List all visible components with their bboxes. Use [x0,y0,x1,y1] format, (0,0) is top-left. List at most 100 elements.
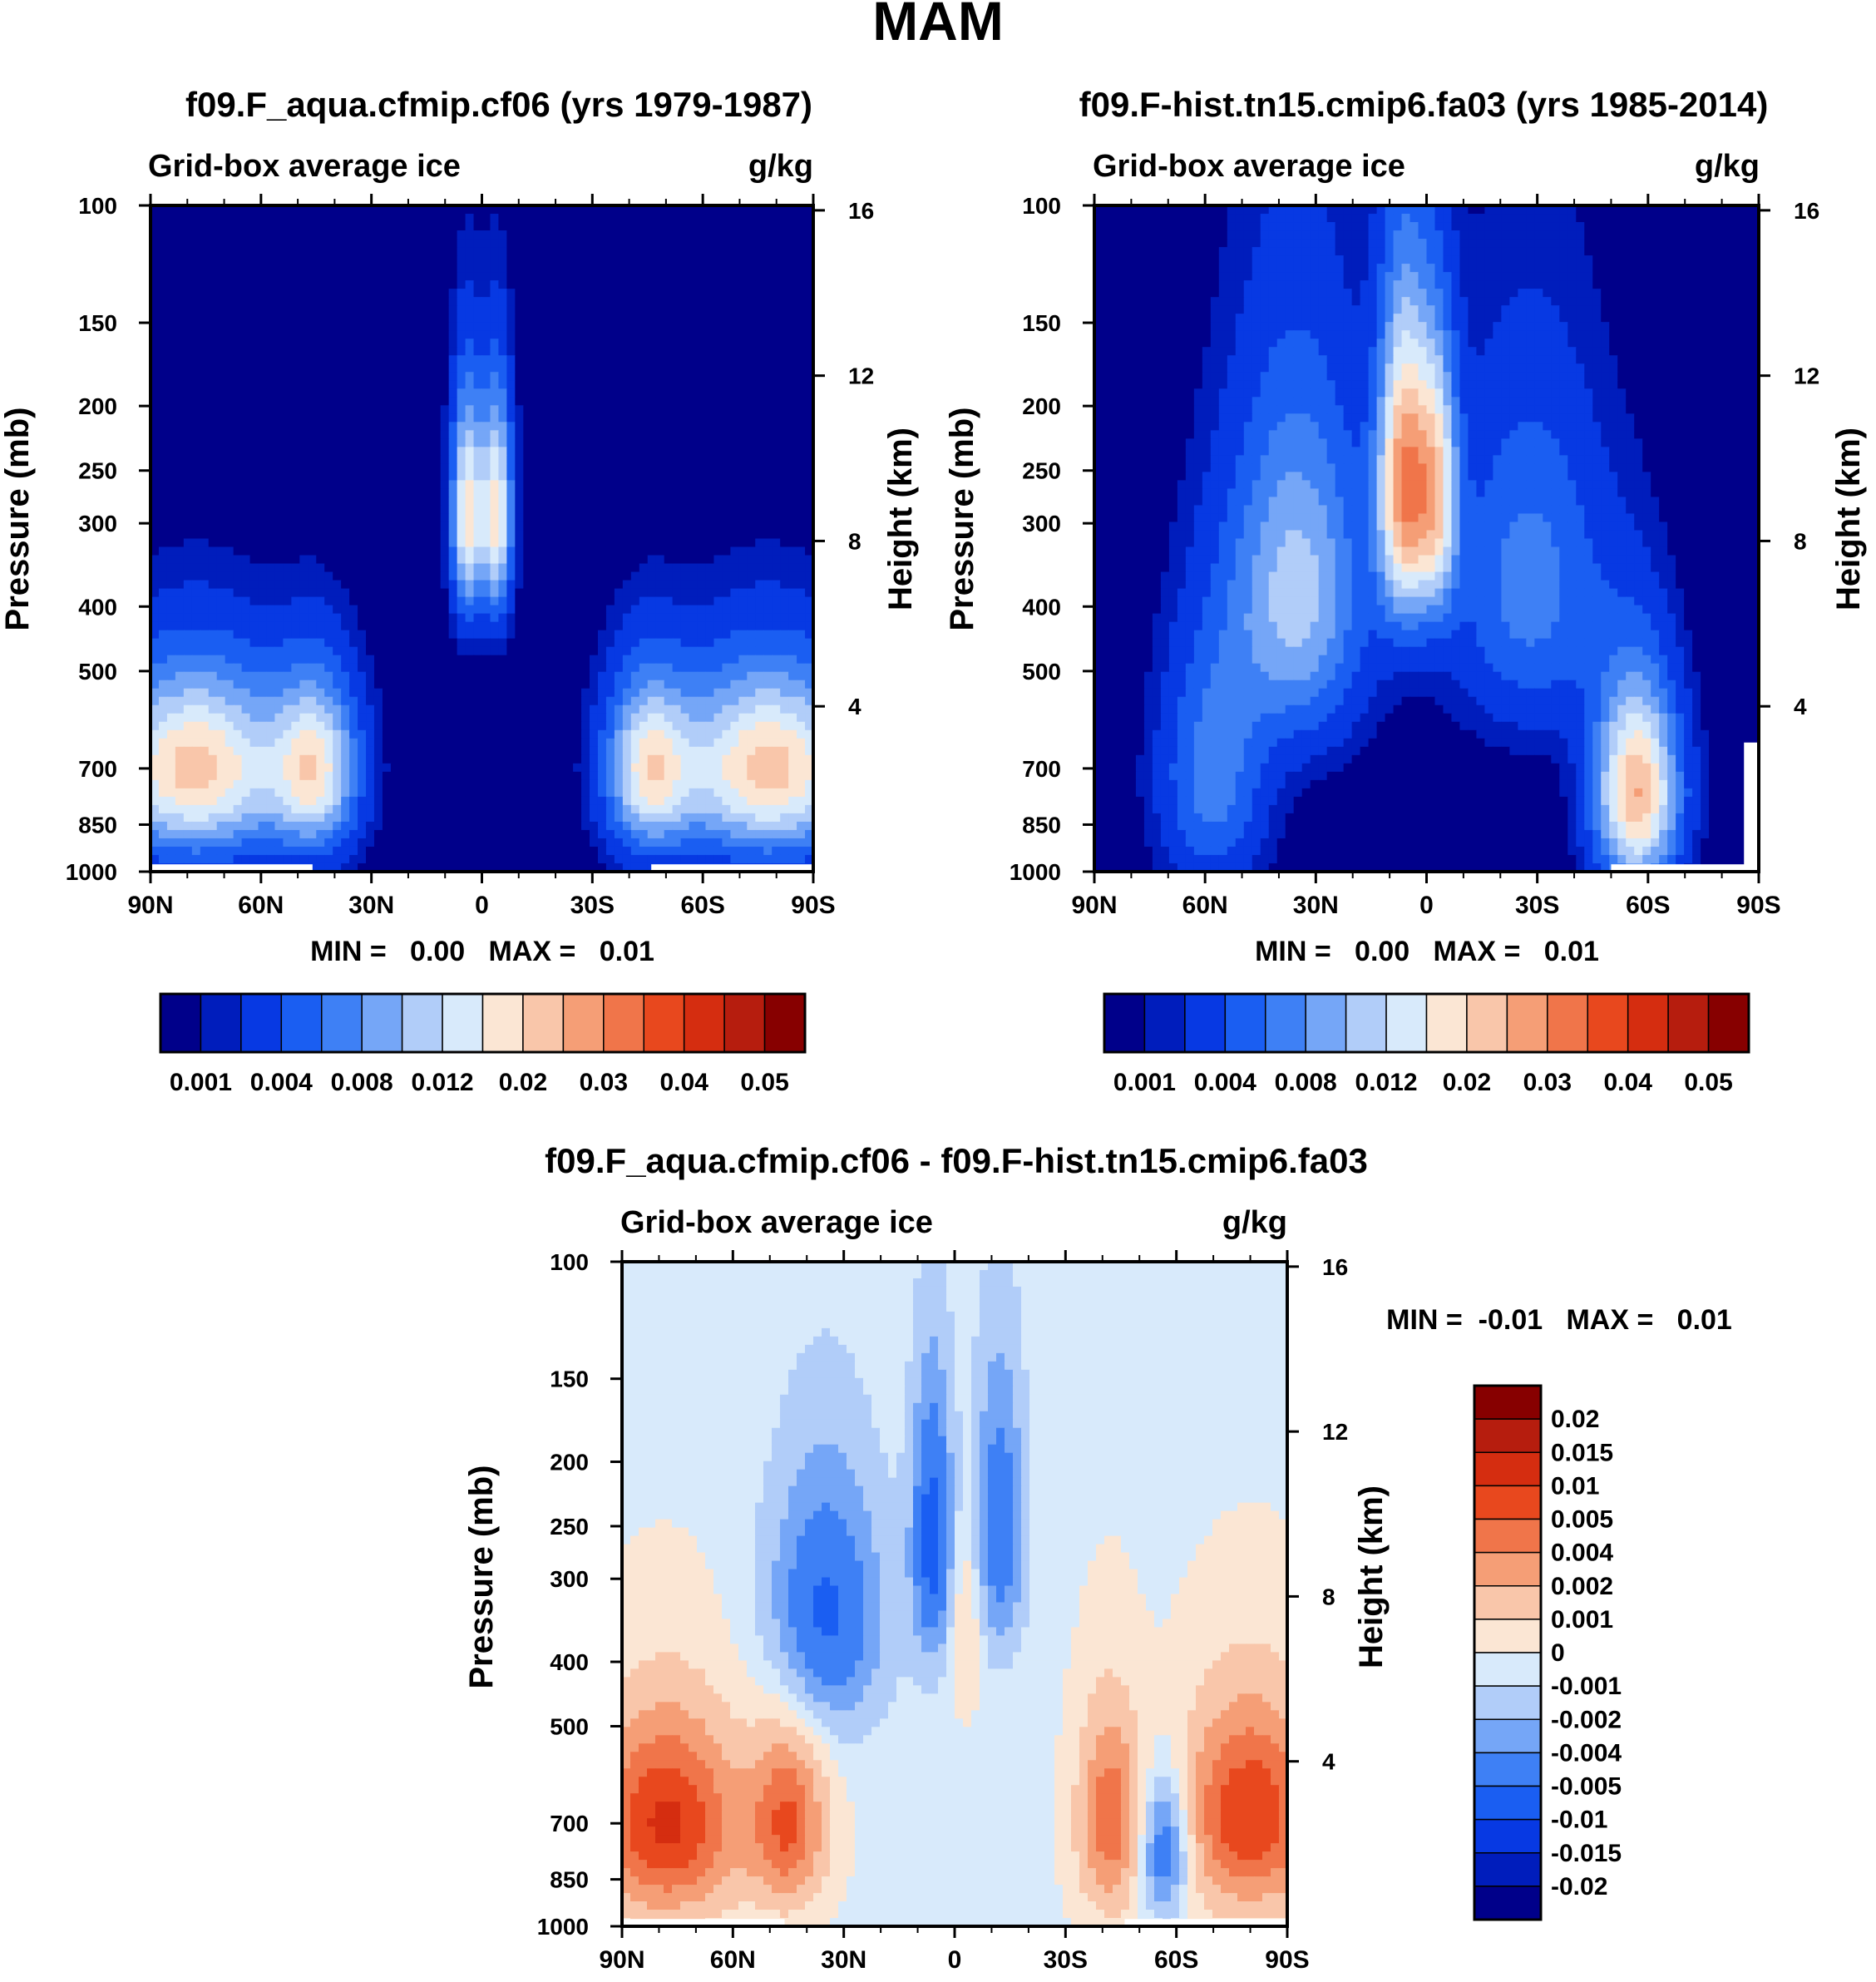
field-cell [233,546,243,556]
field-cell [722,696,731,706]
field-cell [573,297,582,306]
field-cell [324,663,333,673]
field-cell [664,497,674,507]
field-cell [241,497,251,507]
field-cell [755,538,764,548]
field-cell [241,247,251,256]
field-cell [440,538,450,548]
field-cell [565,422,574,431]
field-cell [630,713,640,723]
field-cell [423,405,433,414]
field-cell [780,305,789,314]
field-cell [358,247,367,256]
field-cell [407,638,417,648]
field-cell [175,463,185,472]
field-cell [473,455,483,464]
field-cell [515,588,524,598]
field-cell [341,505,350,515]
field-cell [191,480,201,490]
field-cell [780,663,789,673]
field-cell [630,580,640,590]
field-cell [630,347,640,356]
field-cell [457,422,467,431]
field-cell [788,671,797,681]
field-cell [457,488,467,498]
field-cell [622,205,632,215]
field-cell [705,230,715,240]
field-cell [274,214,284,223]
field-cell [540,613,549,623]
field-cell [639,613,649,623]
field-cell [333,314,342,323]
field-cell [440,339,450,348]
field-cell [780,563,789,573]
field-cell [590,497,599,507]
field-cell [515,555,524,565]
field-cell [358,721,367,731]
field-cell [780,580,789,590]
field-cell [730,463,739,472]
field-cell [581,505,590,515]
field-cell [639,663,649,673]
field-cell [515,713,524,723]
field-cell [540,505,549,515]
field-cell [556,363,565,373]
field-cell [664,571,674,581]
field-cell [291,413,300,423]
field-cell [672,447,682,456]
field-cell [225,497,234,507]
field-cell [151,655,160,665]
field-cell [233,580,243,590]
field-cell [523,388,532,398]
field-cell [705,388,715,398]
field-cell [680,347,690,356]
field-cell [423,596,433,606]
field-cell [341,555,350,565]
field-cell [208,372,218,381]
field-cell [233,305,243,314]
field-cell [597,372,607,381]
field-cell [349,688,358,698]
field-cell [605,363,615,373]
field-cell [233,272,243,281]
field-cell [432,347,442,356]
field-cell [605,247,615,256]
field-cell [366,388,375,398]
field-cell [713,305,723,314]
field-cell [266,422,276,431]
field-cell [689,363,699,373]
field-cell [373,314,383,323]
field-cell [722,704,731,714]
field-cell [274,497,284,507]
field-cell [597,330,607,339]
field-cell [407,696,417,706]
field-cell [166,322,176,331]
field-cell [366,505,375,515]
field-cell [647,521,657,531]
field-cell [225,289,234,298]
field-cell [597,214,607,223]
field-cell [722,363,731,373]
field-cell [316,521,325,531]
field-cell [291,713,300,723]
field-cell [556,596,565,606]
field-cell [316,721,325,731]
field-cell [540,455,549,464]
figure-title: MAM [872,0,1004,52]
field-cell [481,472,491,482]
field-cell [730,580,739,590]
field-cell [440,488,450,498]
field-cell [175,713,185,723]
field-cell [407,463,417,472]
field-cell [597,713,607,723]
field-cell [233,571,243,581]
field-cell [274,555,284,565]
field-cell [473,613,483,623]
field-cell [738,655,748,665]
field-cell [797,422,806,431]
field-cell [249,380,259,389]
field-cell [540,355,549,364]
field-cell [316,289,325,298]
field-cell [258,463,268,472]
field-cell [266,230,276,240]
